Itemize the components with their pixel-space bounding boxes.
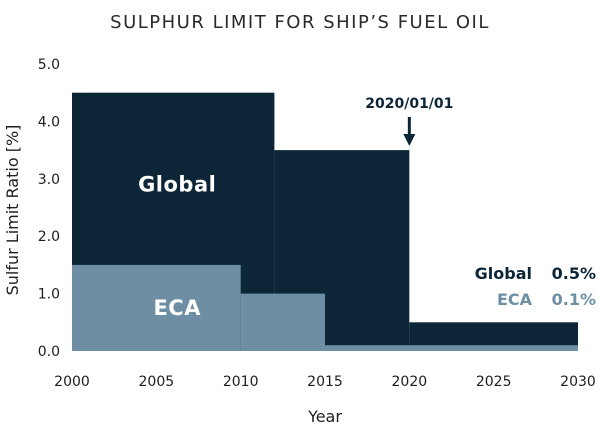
x-tick-label: 2010 [223,374,259,390]
x-tick-label: 2020 [392,374,428,390]
x-tick-label: 2015 [307,374,343,390]
x-tick-label: 2005 [139,374,175,390]
x-axis-label: Year [307,407,342,426]
chart-title: SULPHUR LIMIT FOR SHIP’S FUEL OIL [110,12,490,33]
eca-step-0 [72,264,241,351]
plot-areas [72,92,578,351]
y-tick-label: 1.0 [38,287,60,303]
y-tick-label: 4.0 [38,114,60,130]
date-annotation: 2020/01/01 [365,96,453,146]
legend: Global 0.5% ECA 0.1% [475,264,596,309]
x-tick-label: 2025 [476,374,512,390]
y-tick-label: 3.0 [38,172,60,188]
eca-step-1 [240,293,325,351]
legend-name-global: Global [475,264,532,283]
y-tick-label: 5.0 [38,57,60,73]
region-label-global: Global [138,173,216,197]
x-tick-label: 2000 [54,374,90,390]
legend-name-eca: ECA [497,290,533,309]
legend-value-global: 0.5% [552,264,596,283]
region-label-eca: ECA [153,296,201,320]
y-tick-label: 0.0 [38,344,60,360]
x-axis-ticks: 2000 2005 2010 2015 2020 2025 2030 [54,374,596,390]
y-axis-label: Sulfur Limit Ratio [%] [3,125,22,296]
y-axis-ticks: 0.0 1.0 2.0 3.0 4.0 5.0 [38,57,60,360]
annotation-arrow-head [403,134,416,146]
x-tick-label: 2030 [560,374,596,390]
annotation-label: 2020/01/01 [365,96,453,112]
region-labels: Global ECA [138,173,216,320]
eca-step-2 [325,345,578,351]
y-tick-label: 2.0 [38,229,60,245]
legend-value-eca: 0.1% [552,290,596,309]
